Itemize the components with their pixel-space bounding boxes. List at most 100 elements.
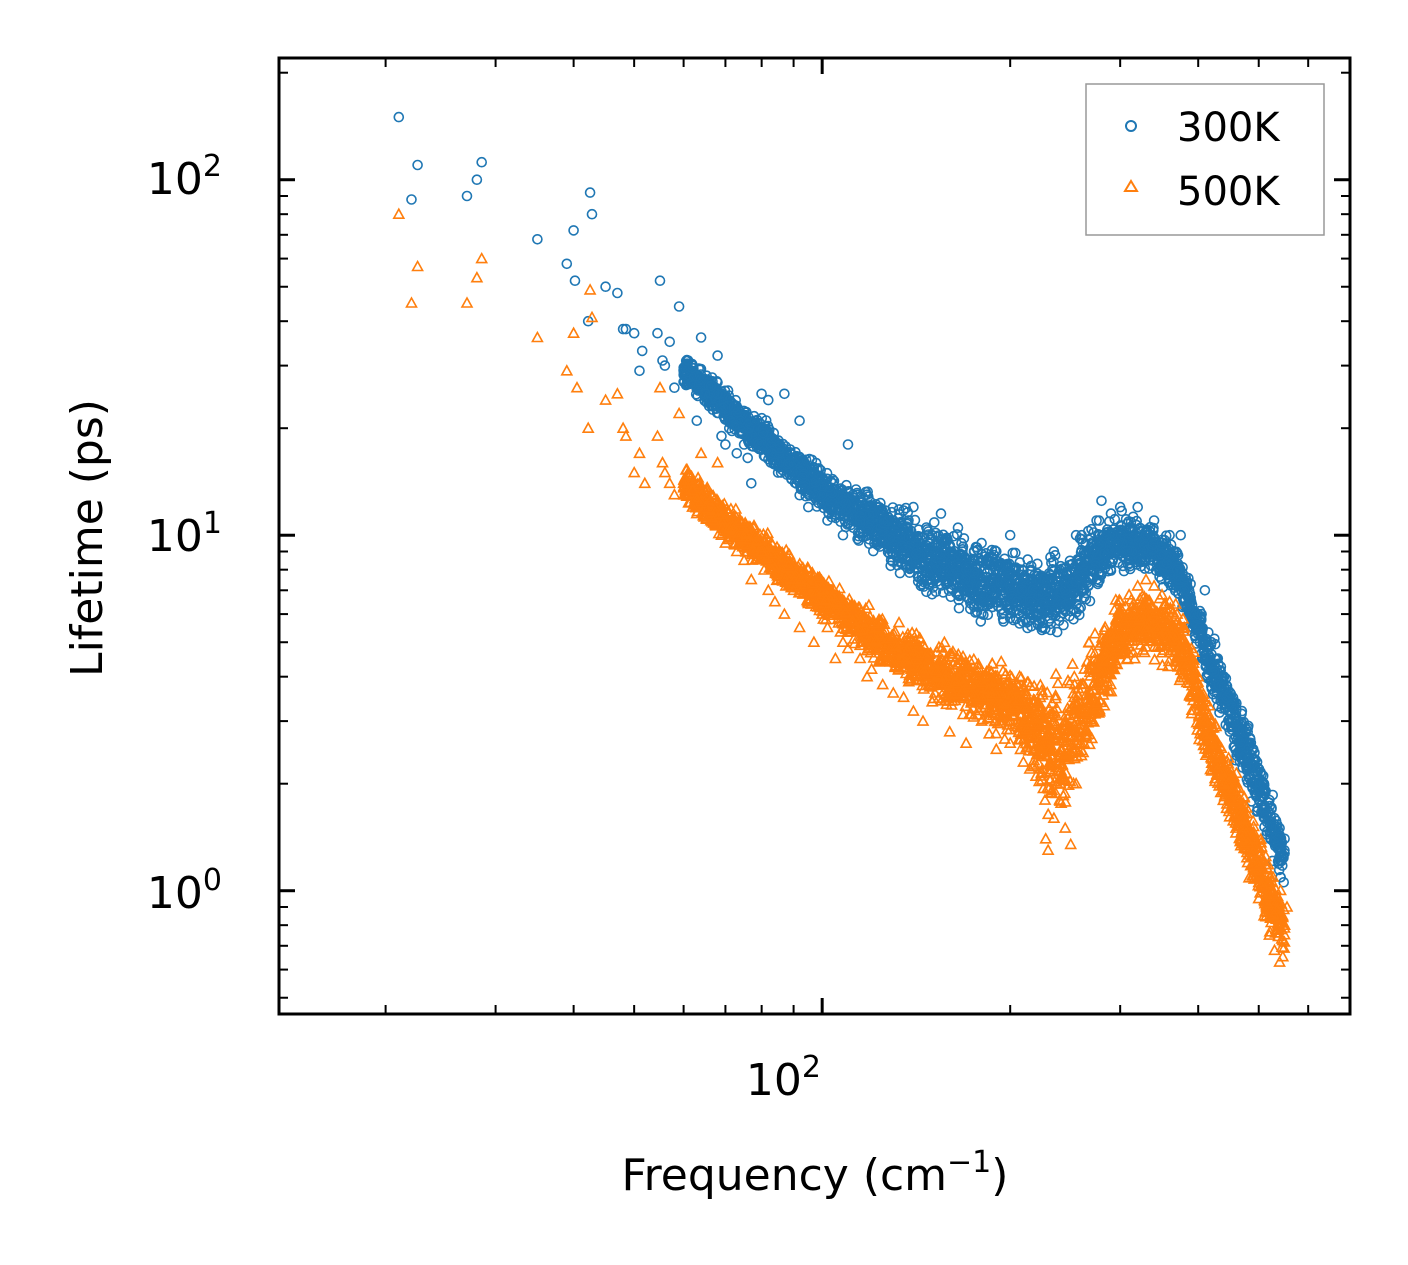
data-point-300K-dense [753,438,765,450]
data-point-300K-dense [1156,548,1167,560]
data-point-300K-dense [909,514,921,526]
data-point-300K-dense [994,560,1005,572]
data-point-300K-dense [1014,557,1026,568]
data-point-300K-dense [810,488,822,500]
data-point-300K-dense [1044,569,1056,581]
data-point-500K-dense [862,598,876,611]
data-point-300K-dense [1036,597,1048,609]
data-point-300K-dense [973,587,985,598]
data-point-300K-dense [1050,610,1061,622]
data-point-300K-dense [810,476,821,488]
data-point-300K-dense [1243,743,1254,755]
data-point-300K-dense [911,545,922,556]
data-point-300K-dense [878,537,890,549]
data-point-300K-dense [692,390,704,402]
data-point-300K-dense [975,616,987,627]
data-point-500K-dense [1277,941,1291,953]
data-point-300K-dense [1045,551,1056,563]
data-point-300K-dense [1208,672,1220,684]
data-point-300K-dense [1207,688,1219,700]
data-point-300K-dense [1112,538,1124,550]
data-point-300K-dense [774,442,785,454]
data-point-500K-dense [1082,636,1096,648]
data-point-300K-dense [951,529,963,540]
data-point-300K-dense [962,561,974,573]
data-point-300K-dense [1158,559,1169,571]
data-point-500K-dense [1088,627,1102,639]
data-point-300K-dense [818,502,830,514]
data-point-300K-dense [1016,584,1028,596]
data-point-300K-dense [996,608,1008,620]
data-point-300K-dense [1169,550,1181,562]
data-point-300K-dense [1209,659,1220,671]
data-point-300K-dense [1068,588,1079,600]
data-point-500K-dense [1246,814,1260,826]
data-point-300K-dense [963,580,974,592]
data-point-300K-dense [1250,785,1262,796]
data-point-300K-dense [722,400,734,411]
data-point-300K-dense [1123,533,1134,544]
data-point-300K-dense [1252,802,1263,814]
data-point-300K-dense [1173,588,1184,600]
data-point-300K-dense [959,574,971,585]
data-point-300K-dense [1022,622,1033,634]
data-point-300K-dense [896,540,908,552]
data-point-300K-dense [1076,529,1087,541]
data-point-500K-dense [998,732,1012,744]
data-point-300K-dense [892,559,903,571]
data-point-300K-dense [999,553,1010,565]
data-point-300K-dense [711,388,723,400]
data-point-500K-dense [993,716,1007,728]
data-point-300K-dense [1134,554,1146,566]
data-point-300K-dense [945,591,957,603]
data-point-300K-dense [968,553,980,565]
data-point-300K-dense [1195,630,1206,642]
data-point-300K-dense [957,541,969,553]
data-point-300K-dense [921,586,932,598]
data-point-300K-dense [994,565,1005,577]
data-point-300K-dense [1209,666,1220,678]
data-point-500K-dense [956,707,970,720]
data-point-500K-dense [1049,667,1063,679]
data-point-300K-dense [1241,760,1252,772]
data-point-300K-dense [905,525,917,537]
data-point-300K-dense [774,447,785,459]
data-point-300K-dense [1058,619,1069,631]
data-point-300K-dense [1143,563,1155,574]
data-point-300K-dense [1051,626,1063,638]
data-point-300K-dense [704,387,716,399]
data-point-300K-dense [719,414,731,425]
data-point-300K-dense [1161,557,1172,569]
data-point-300K-dense [1180,571,1191,583]
data-point-300K-dense [757,427,769,439]
data-point-500K-dense [1013,669,1026,682]
data-point-300K-dense [756,435,767,446]
data-point-300K-dense [782,458,794,470]
data-point-300K-dense [928,517,940,528]
data-point-300K-dense [1091,573,1103,585]
data-point-300K-dense [863,538,875,550]
data-point-300K-dense [1139,563,1151,574]
data-point-300K-dense [686,358,697,370]
data-point-300K-dense [1246,777,1257,788]
data-point-300K-dense [837,489,849,500]
data-point-300K-dense [894,508,905,520]
data-point-300K-dense [870,531,882,543]
data-point-300K-dense [1184,600,1195,612]
data-point-300K-dense [1266,802,1277,814]
data-point-300K-dense [743,422,755,434]
data-point-500K-dense [892,615,906,628]
data-point-300K-dense [1216,703,1228,714]
data-point-300K-dense [910,548,922,560]
data-point-300K-dense [766,436,777,448]
data-point-300K-dense [1175,574,1186,586]
data-point-500K-dense [1068,697,1082,709]
data-point-300K-dense [1005,568,1016,579]
data-point-300K-dense [1251,791,1262,802]
data-point-300K-dense [895,516,907,528]
data-point-500K-dense [989,726,1003,739]
data-point-300K-dense [1080,538,1091,549]
data-point-300K-dense [831,507,843,519]
data-point-500K-dense [996,664,1010,677]
data-point-300K-dense [903,515,914,526]
